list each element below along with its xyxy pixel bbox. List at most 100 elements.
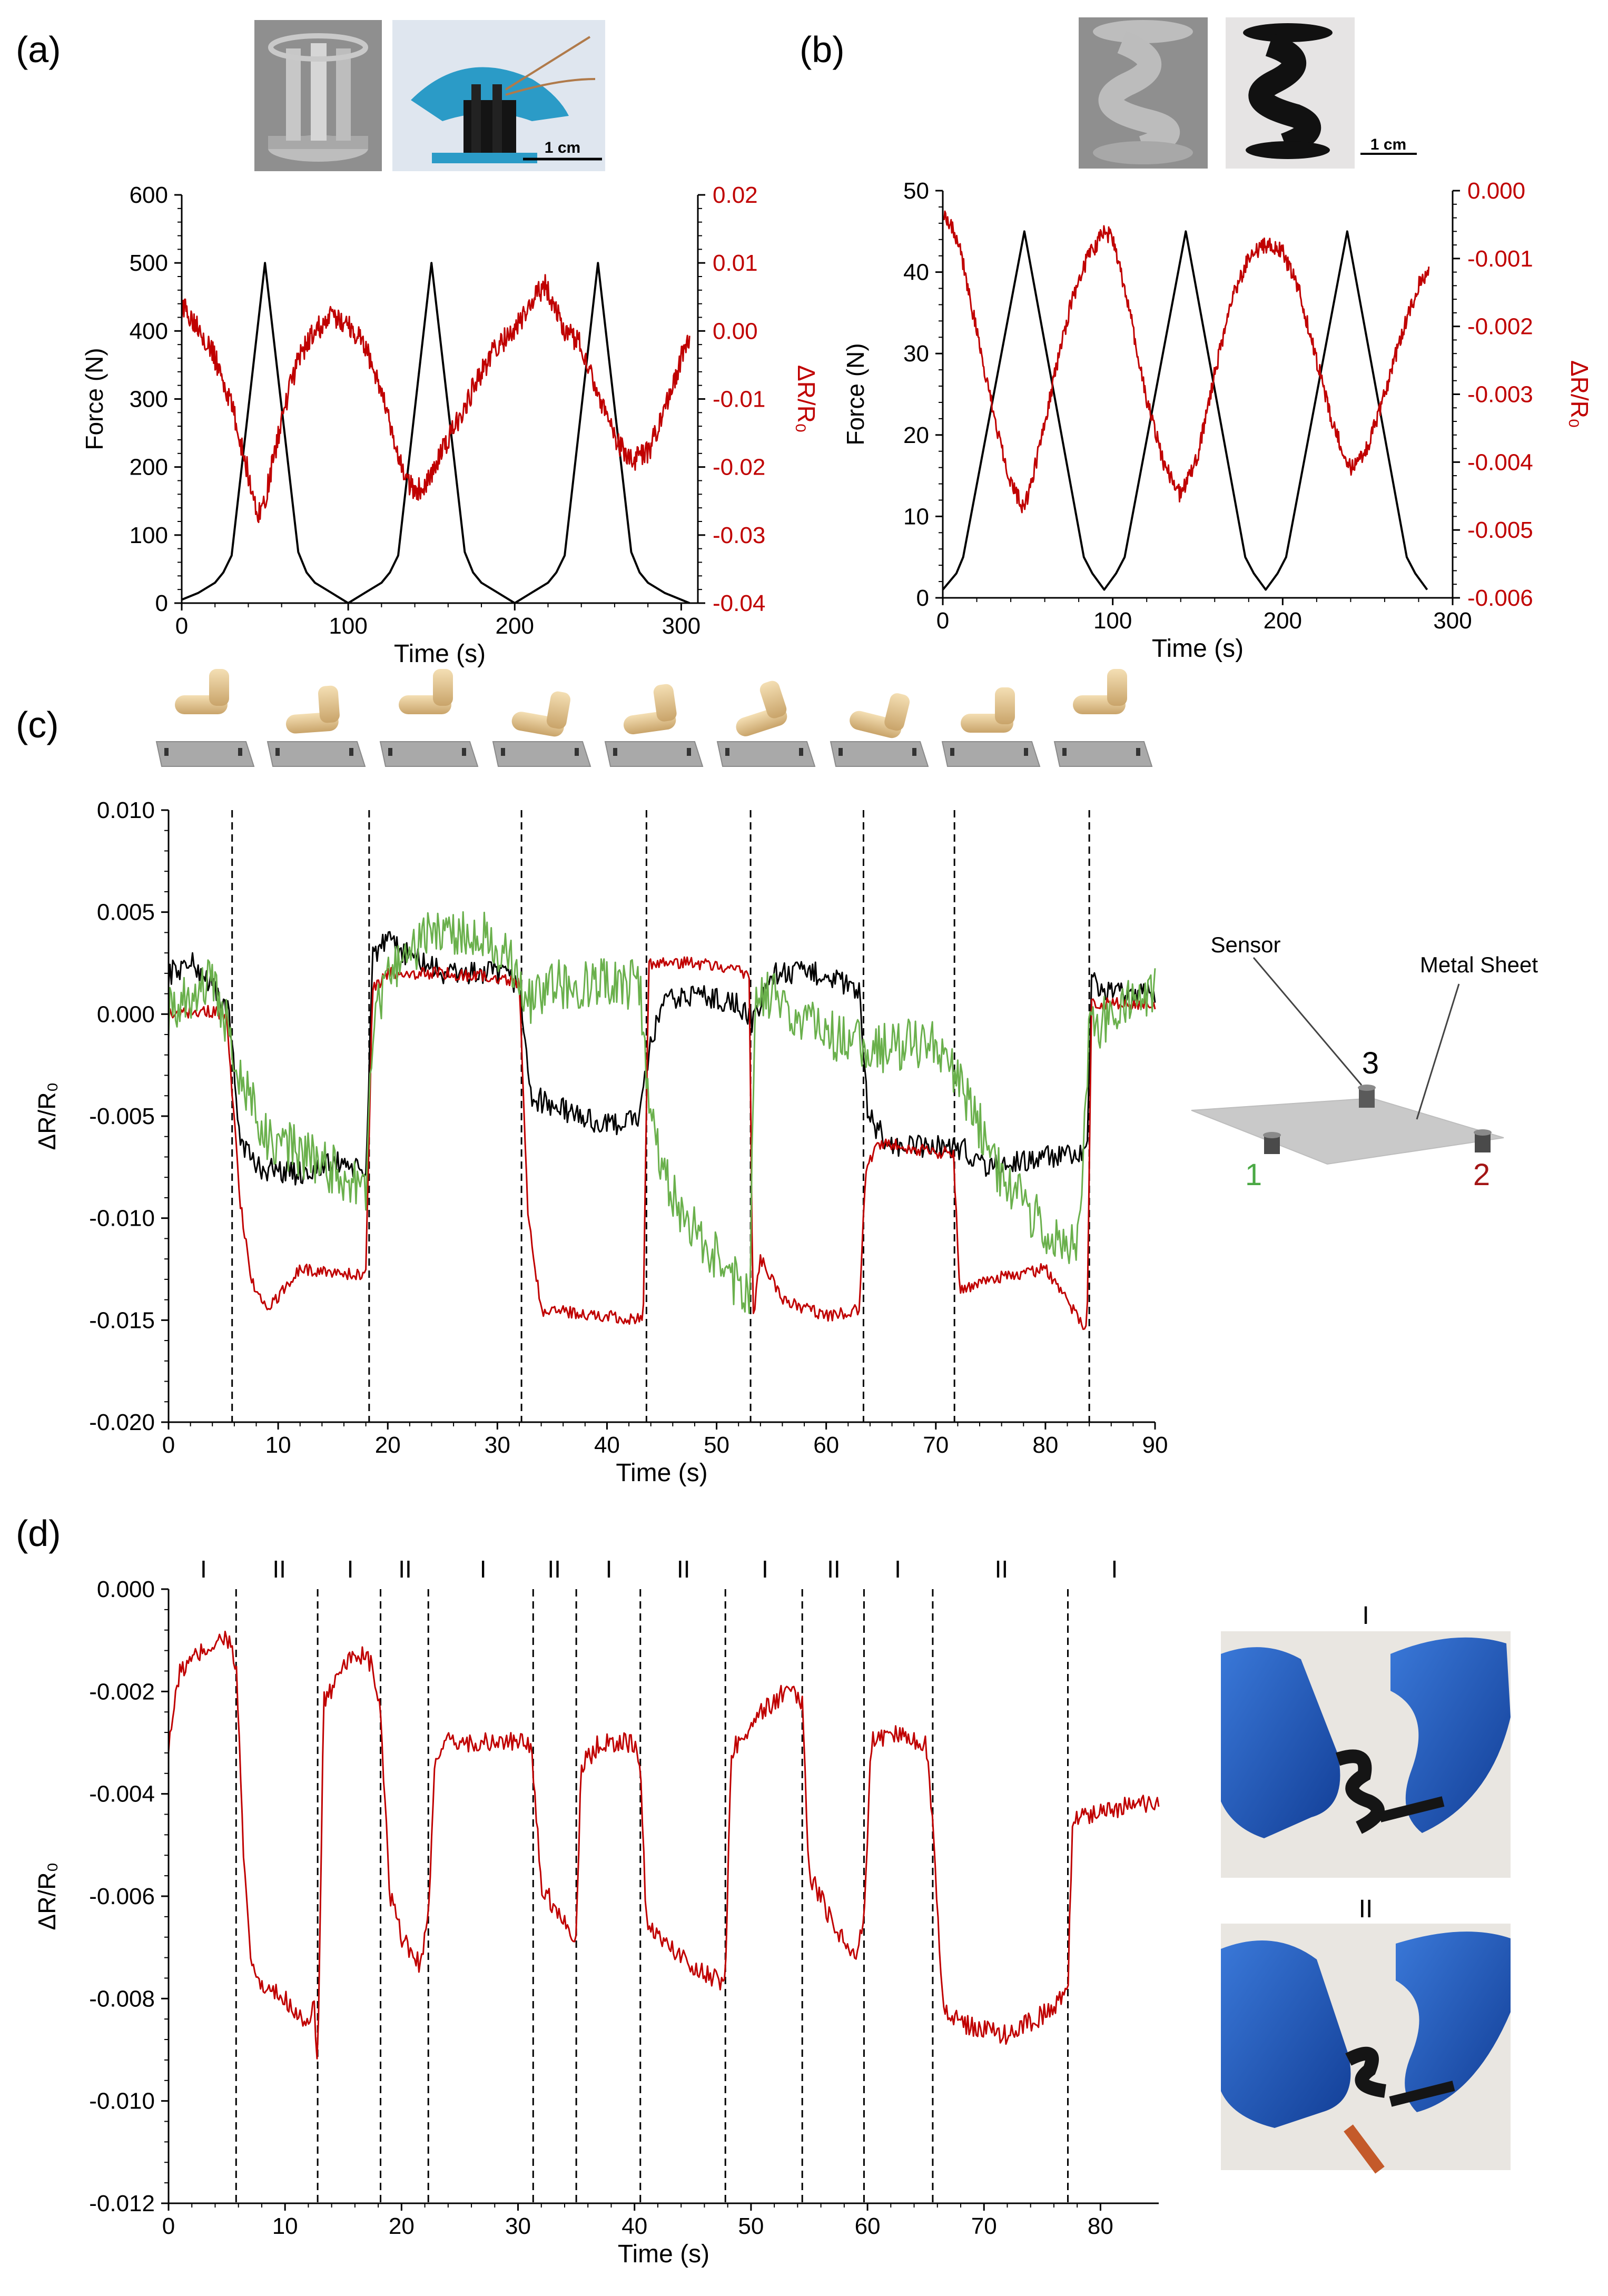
y2-axis-label: ΔR/R₀ — [1566, 360, 1593, 428]
sensor-icon — [275, 748, 280, 756]
x-axis-label: Time (s) — [616, 1459, 707, 1487]
sensor-icon — [575, 748, 579, 756]
series-line-0 — [181, 262, 690, 604]
x-tick-label-6: 60 — [855, 2213, 881, 2239]
x-tick-label-0: 0 — [162, 1432, 175, 1458]
region-label-3: II — [398, 1555, 412, 1583]
x-tick-label-2: 20 — [375, 1432, 401, 1458]
shin-shape — [209, 669, 229, 706]
x-tick-label-5: 50 — [704, 1432, 729, 1458]
y2-tick-label-1: -0.03 — [713, 523, 765, 548]
x-tick-label-3: 30 — [505, 2213, 531, 2239]
x-tick-label-1: 10 — [265, 1432, 291, 1458]
leg-model-icon — [736, 681, 787, 736]
y2-tick-label-2: -0.02 — [713, 455, 765, 480]
x-tick-label-1: 100 — [329, 613, 367, 639]
x-tick-label-4: 40 — [594, 1432, 620, 1458]
y-axis-label: ΔR/R₀ — [33, 1082, 61, 1150]
y-tick-label-2: 20 — [903, 422, 929, 448]
sensor-icon — [349, 748, 353, 756]
y-tick-label-5: 50 — [903, 178, 929, 204]
panel-label-a: (a) — [16, 29, 61, 70]
x-tick-label-8: 80 — [1088, 2213, 1113, 2239]
y-tick-label-5: -0.002 — [89, 1679, 155, 1704]
series-line-1 — [942, 210, 1430, 514]
photo-d-grip-I — [1221, 1631, 1511, 1878]
posture-thumb-2 — [379, 669, 479, 767]
metal-sheet-shape — [379, 741, 479, 767]
y-tick-label-0: -0.020 — [89, 1410, 155, 1435]
shin-shape — [995, 687, 1015, 724]
y2-tick-label-4: -0.002 — [1467, 314, 1533, 340]
series-line-0 — [942, 230, 1428, 591]
region-label-12: I — [1111, 1555, 1118, 1583]
sensor-icon — [462, 748, 466, 756]
sensor-icon — [613, 748, 617, 756]
y-axis-label: Force (N) — [81, 348, 108, 450]
posture-thumb-8 — [1053, 669, 1153, 767]
region-label-4: I — [480, 1555, 487, 1583]
x-tick-label-4: 40 — [622, 2213, 647, 2239]
y-tick-label-0: 0 — [155, 590, 168, 616]
series-line-2 — [167, 911, 1156, 1314]
region-label-8: I — [762, 1555, 768, 1583]
sensor-icon — [164, 748, 169, 756]
y-tick-label-1: 100 — [130, 523, 168, 548]
y-tick-label-1: -0.010 — [89, 2088, 155, 2114]
posture-thumb-4 — [604, 684, 704, 767]
leg-model-icon — [850, 693, 910, 738]
metal-sheet-label: Metal Sheet — [1420, 952, 1538, 977]
y2-tick-label-5: -0.001 — [1467, 246, 1533, 272]
sensor-icon — [799, 748, 803, 756]
series-line-0 — [167, 1630, 1160, 2059]
chart-a: 0 100 200 300 0 100 200 300 400 500 600 -0.04 -0.03 -… — [81, 182, 820, 668]
photo-label-I: I — [1362, 1602, 1369, 1630]
x-tick-label-3: 300 — [1433, 608, 1472, 634]
x-tick-label-6: 60 — [813, 1432, 839, 1458]
sensor-icon — [1024, 748, 1028, 756]
photo-b-printed: 1 cm — [1226, 17, 1417, 169]
metal-sheet-shape — [830, 741, 929, 767]
photo-a-render — [254, 20, 382, 171]
y2-tick-label-2: -0.004 — [1467, 449, 1533, 475]
scale-label-b: 1 cm — [1370, 136, 1406, 153]
x-tick-label-1: 100 — [1093, 608, 1132, 634]
posture-sequence — [155, 669, 1153, 767]
shin-shape — [759, 681, 787, 718]
leg-model-icon — [1073, 669, 1127, 714]
y-tick-label-3: 300 — [130, 387, 168, 412]
sensor-icon — [1062, 748, 1067, 756]
sensor-icon — [838, 748, 843, 756]
shin-shape — [653, 684, 677, 722]
sensor-schematic: Sensor Metal Sheet 1 2 3 — [1191, 932, 1538, 1192]
posture-thumb-1 — [267, 685, 366, 767]
panel-label-c: (c) — [16, 704, 59, 745]
x-axis-label: Time (s) — [618, 2240, 709, 2268]
sensor-number-2: 2 — [1473, 1158, 1490, 1192]
region-label-10: I — [894, 1555, 901, 1583]
posture-thumb-5 — [716, 681, 816, 767]
shin-shape — [318, 685, 340, 723]
x-tick-label-5: 50 — [738, 2213, 764, 2239]
y-tick-label-2: 200 — [130, 455, 168, 480]
x-tick-label-3: 300 — [662, 613, 701, 639]
x-tick-label-7: 70 — [971, 2213, 997, 2239]
y-axis-label: Force (N) — [842, 343, 869, 445]
y-tick-label-2: -0.010 — [89, 1206, 155, 1231]
chart-b: 0 100 200 300 0 10 20 30 40 50 -0.006 -0.005 -0.004 -… — [842, 178, 1593, 663]
panel-label-d: (d) — [16, 1513, 61, 1554]
y-tick-label-4: -0.004 — [89, 1781, 155, 1807]
y-tick-label-6: 600 — [130, 182, 168, 208]
y2-tick-label-0: -0.04 — [713, 590, 765, 616]
y-tick-label-0: 0 — [916, 585, 929, 611]
y-tick-label-6: 0.010 — [97, 797, 155, 823]
y-tick-label-3: -0.006 — [89, 1884, 155, 1909]
y-tick-label-4: 400 — [130, 318, 168, 344]
region-label-11: II — [995, 1555, 1009, 1583]
region-label-7: II — [677, 1555, 690, 1583]
y2-axis-label: ΔR/R₀ — [793, 365, 820, 433]
shin-shape — [433, 669, 453, 706]
x-axis-label: Time (s) — [1152, 635, 1244, 663]
sensor-icon — [687, 748, 691, 756]
